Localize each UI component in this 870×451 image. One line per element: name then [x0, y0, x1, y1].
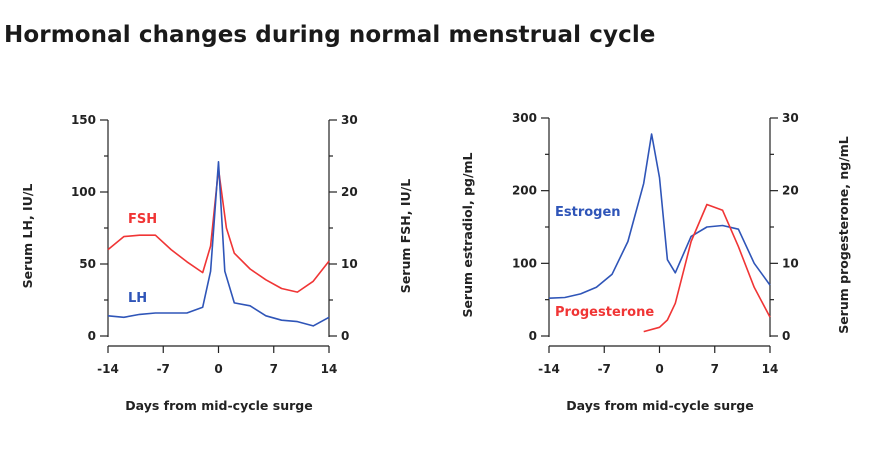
y-tick-label-right: 20	[341, 185, 358, 199]
x-tick-label: -14	[97, 362, 119, 376]
series-label-estrogen: Estrogen	[555, 205, 621, 220]
y-tick-label-left: 100	[71, 185, 96, 199]
chart-panel-1: 0 50 100 150 0 10 20 30 -14 -7 0 7 14 Days from mid-c…	[20, 113, 413, 413]
x-tick-label: -14	[538, 362, 560, 376]
y-axis-label-left: Serum estradiol, pg/mL	[460, 152, 475, 317]
x-axis-label: Days from mid-cycle surge	[125, 398, 312, 413]
x-tick-label: 7	[711, 362, 719, 376]
y-tick-label-left: 0	[529, 329, 537, 343]
y-tick-label-right: 0	[341, 329, 349, 343]
y-tick-label-left: 200	[512, 184, 537, 198]
series-label-lh: LH	[128, 291, 147, 306]
y-tick-label-left: 150	[71, 113, 96, 127]
y-tick-label-right: 30	[341, 113, 358, 127]
y-tick-label-right: 10	[782, 256, 799, 270]
series-line-lh	[107, 161, 330, 327]
x-tick-label: -7	[598, 362, 611, 376]
series-line-estrogen	[548, 133, 771, 299]
y-tick-label-right: 20	[782, 184, 799, 198]
y-axis-label-left: Serum LH, IU/L	[20, 184, 35, 289]
y-tick-label-right: 0	[782, 329, 790, 343]
y-tick-label-left: 50	[79, 257, 96, 271]
x-axis-label: Days from mid-cycle surge	[566, 398, 753, 413]
page-title: Hormonal changes during normal menstrual…	[4, 22, 656, 48]
y-axis-label-right: Serum FSH, IU/L	[398, 179, 413, 293]
y-tick-label-right: 30	[782, 111, 799, 125]
x-tick-label: -7	[157, 362, 170, 376]
series-line-fsh	[107, 168, 330, 293]
y-tick-label-left: 100	[512, 256, 537, 270]
y-tick-label-left: 300	[512, 111, 537, 125]
x-tick-label: 14	[762, 362, 779, 376]
x-tick-label: 0	[214, 362, 222, 376]
x-tick-label: 14	[321, 362, 338, 376]
series-line-progesterone	[643, 203, 771, 333]
y-tick-label-left: 0	[88, 329, 96, 343]
y-axis-label-right: Serum progesterone, ng/mL	[836, 136, 851, 334]
x-tick-label: 0	[655, 362, 663, 376]
series-label-progesterone: Progesterone	[555, 305, 654, 320]
chart-panel-2: 0 100 200 300 0 10 20 30 -14 -7 0 7 14 Days from mid-…	[460, 111, 851, 413]
series-label-fsh: FSH	[128, 212, 157, 227]
y-tick-label-right: 10	[341, 257, 358, 271]
x-tick-label: 7	[270, 362, 278, 376]
